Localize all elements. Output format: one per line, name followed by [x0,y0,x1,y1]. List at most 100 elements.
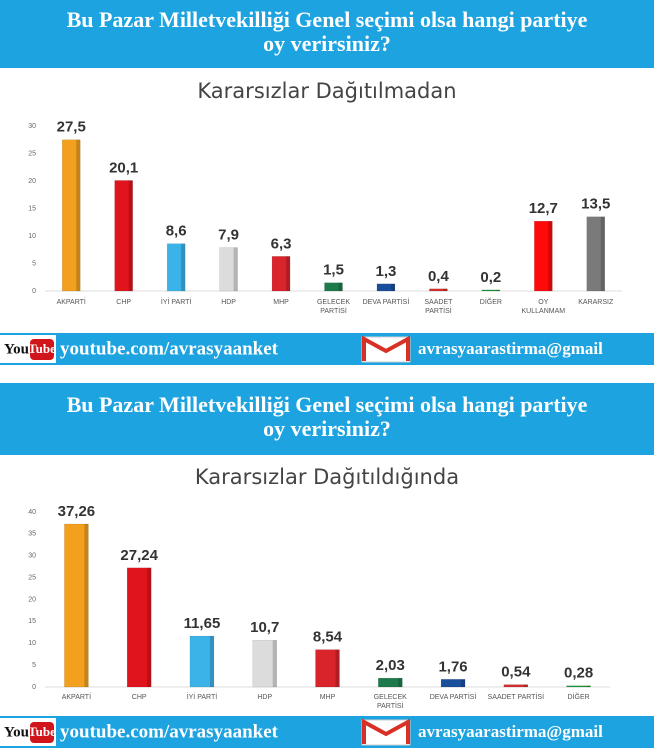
bar-shade [586,685,591,687]
x-tick-label: İYİ PARTİ [187,692,218,701]
bar [315,649,340,688]
value-label: 1,76 [438,658,467,675]
y-tick-label: 5 [32,260,36,267]
bar-shade [147,567,152,687]
x-tick-label: DEVA PARTİSİ [430,692,477,701]
x-tick-label: DİĞER [568,692,590,701]
bar [378,677,403,688]
x-tick-label: MHP [320,694,336,701]
bar [481,289,501,292]
value-label: 20,1 [109,159,138,176]
y-tick-label: 15 [28,205,36,212]
value-label: 13,5 [581,196,610,213]
bar-shade [495,289,500,291]
x-tick-label: KARARSIZ [578,299,614,306]
value-label: 7,9 [218,227,239,244]
bar-shade [390,283,395,291]
y-tick-label: 0 [32,684,36,691]
x-tick-label: SAADET PARTİSİ [488,692,544,701]
youtube-logo-tube: Tube [28,341,56,356]
bar-shade [335,649,340,687]
bar [271,256,291,292]
y-tick-label: 25 [28,150,36,157]
bar [503,684,529,688]
x-tick-label: OY KULLANMAM [522,299,566,315]
bar [324,282,343,292]
bar-shade [76,139,81,291]
bar [166,243,186,292]
value-label: 27,5 [57,119,86,136]
value-label: 27,24 [120,547,158,564]
bar [440,679,466,688]
bar [566,685,591,688]
bar-shade [272,640,277,687]
value-label: 0,2 [480,269,501,286]
y-tick-label: 30 [28,553,36,560]
x-tick-label: DİĞER [480,297,502,306]
header-bg [0,0,654,68]
y-tick-label: 20 [28,596,36,603]
youtube-logo-you: You [4,341,29,357]
bar [534,220,553,292]
header-title: Bu Pazar Milletvekilliği Genel seçimi ol… [67,7,588,56]
bar-shade [286,256,291,291]
bar-shade [128,180,133,291]
y-tick-label: 30 [28,123,36,130]
y-tick-label: 35 [28,531,36,538]
y-tick-label: 25 [28,574,36,581]
bar-shade [443,288,448,291]
y-tick-label: 5 [32,662,36,669]
header-title: Bu Pazar Milletvekilliği Genel seçimi ol… [67,392,588,441]
x-tick-label: GELECEK PARTİSİ [317,299,350,315]
x-tick-label: DEVA PARTİSİ [363,297,410,306]
x-tick-label: HDP [257,694,272,701]
chart-subtitle: Kararsızlar Dağıtıldığında [195,465,459,489]
bar [189,635,215,688]
bar-shade [338,282,343,291]
x-tick-label: AKPARTİ [62,692,91,701]
bar [114,180,133,292]
value-label: 12,7 [529,200,558,217]
x-tick-label: CHP [132,694,147,701]
footer-email: avrasyaarastirma@gmail [418,722,603,741]
value-label: 11,65 [184,615,221,632]
bar-shade [548,221,553,291]
y-tick-label: 10 [28,233,36,240]
value-label: 0,54 [501,664,531,681]
x-tick-label: HDP [221,299,236,306]
header-bg [0,383,654,455]
gmail-icon-m [362,335,410,361]
x-tick-label: CHP [116,299,131,306]
bar-shade [181,243,186,291]
bar [429,288,448,292]
footer-email: avrasyaarastirma@gmail [418,339,603,358]
x-tick-label: GELECEK PARTİSİ [374,694,407,710]
bar-shade [84,523,89,687]
value-label: 8,6 [166,223,187,240]
footer-bg [0,333,654,365]
x-tick-label: SAADET PARTİSİ [424,299,453,315]
value-label: 10,7 [250,619,279,636]
bar-shade [523,684,528,687]
value-label: 0,4 [428,268,450,285]
youtube-logo-you: You [4,724,29,740]
youtube-logo-red [30,339,54,360]
value-label: 2,03 [376,657,405,674]
footer-url: youtube.com/avrasyaanket [60,721,279,742]
x-tick-label: AKPARTİ [57,297,86,306]
value-label: 0,28 [564,665,593,682]
youtube-logo-tube: Tube [28,724,56,739]
x-tick-label: MHP [273,299,289,306]
bar-shade [209,636,214,687]
y-tick-label: 40 [28,509,36,516]
gmail-icon-m [362,718,410,744]
footer-url: youtube.com/avrasyaanket [60,338,279,359]
x-tick-label: İYİ PARTİ [161,297,192,306]
value-label: 6,3 [271,235,292,252]
bar-shade [461,679,466,687]
y-tick-label: 20 [28,178,36,185]
bar [126,567,152,688]
footer-bg [0,716,654,748]
y-tick-label: 15 [28,618,36,625]
